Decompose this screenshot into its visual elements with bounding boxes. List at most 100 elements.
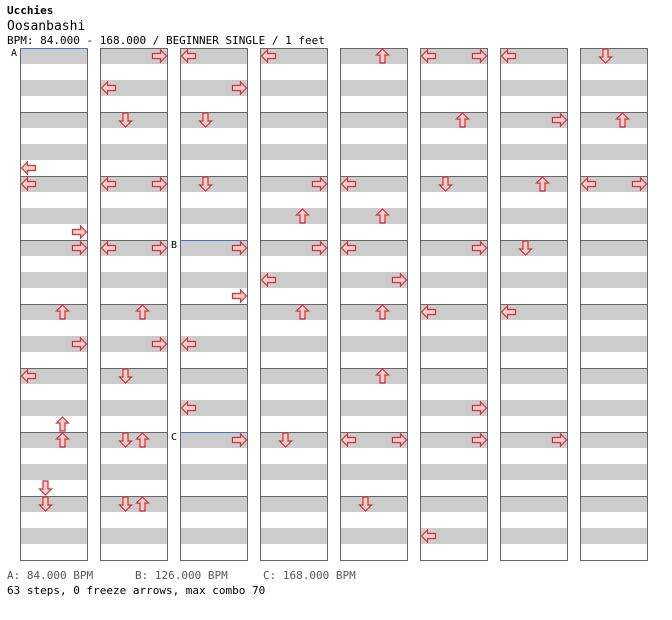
beat-stripe	[500, 272, 568, 288]
arrow-left-icon	[420, 48, 437, 64]
beat-stripe	[340, 176, 408, 192]
beat-stripe	[20, 400, 88, 416]
arrow-right-icon	[151, 176, 168, 192]
beat-stripe	[180, 208, 248, 224]
beat-stripe	[100, 304, 168, 320]
beat-stripe	[580, 112, 648, 128]
arrow-down-icon	[118, 368, 133, 384]
arrow-down-icon	[118, 496, 133, 512]
column-border	[580, 48, 648, 561]
beat-stripe	[100, 336, 168, 352]
beat-stripe	[340, 400, 408, 416]
beat-stripe	[340, 272, 408, 288]
arrow-down-icon	[38, 496, 53, 512]
beat-stripe	[180, 432, 248, 448]
arrow-down-icon	[118, 112, 133, 128]
arrow-left-icon	[340, 176, 357, 192]
beat-stripe	[100, 368, 168, 384]
arrow-down-icon	[518, 240, 533, 256]
beat-stripe	[100, 80, 168, 96]
arrow-right-icon	[231, 240, 248, 256]
beat-stripe	[20, 80, 88, 96]
arrow-left-icon	[420, 528, 437, 544]
beat-stripe	[420, 272, 488, 288]
arrow-up-icon	[375, 304, 390, 320]
arrow-left-icon	[500, 304, 517, 320]
beat-stripe	[580, 432, 648, 448]
beat-stripe	[580, 304, 648, 320]
arrow-up-icon	[135, 496, 150, 512]
beat-stripe	[580, 336, 648, 352]
arrow-right-icon	[471, 48, 488, 64]
beat-stripe	[260, 144, 328, 160]
beat-stripe	[180, 528, 248, 544]
arrow-right-icon	[311, 176, 328, 192]
arrow-left-icon	[100, 176, 117, 192]
arrow-down-icon	[198, 176, 213, 192]
arrow-down-icon	[438, 176, 453, 192]
beat-stripe	[100, 272, 168, 288]
arrow-left-icon	[20, 160, 37, 176]
arrow-up-icon	[295, 304, 310, 320]
beat-stripe	[260, 528, 328, 544]
beat-stripe	[20, 48, 88, 64]
beat-stripe	[180, 496, 248, 512]
arrow-up-icon	[375, 368, 390, 384]
arrow-right-icon	[231, 288, 248, 304]
beat-stripe	[100, 144, 168, 160]
beat-stripe	[260, 240, 328, 256]
beat-stripe	[500, 432, 568, 448]
beat-stripe	[180, 240, 248, 256]
beat-stripe	[20, 112, 88, 128]
beat-stripe	[260, 304, 328, 320]
beat-stripe	[100, 528, 168, 544]
beat-stripe	[20, 432, 88, 448]
beat-stripe	[500, 48, 568, 64]
arrow-left-icon	[340, 432, 357, 448]
arrow-left-icon	[180, 48, 197, 64]
beat-stripe	[500, 112, 568, 128]
beat-stripe	[500, 240, 568, 256]
beat-stripe	[340, 336, 408, 352]
arrow-up-icon	[455, 112, 470, 128]
column-border	[500, 48, 568, 561]
arrow-left-icon	[180, 400, 197, 416]
beat-stripe	[260, 48, 328, 64]
beat-stripe	[420, 496, 488, 512]
beat-stripe	[420, 240, 488, 256]
beat-stripe	[420, 528, 488, 544]
beat-stripe	[100, 432, 168, 448]
arrow-left-icon	[580, 176, 597, 192]
beat-stripe	[260, 80, 328, 96]
beat-stripe	[580, 400, 648, 416]
beat-stripe	[420, 80, 488, 96]
beat-stripe	[580, 496, 648, 512]
beat-stripe	[420, 208, 488, 224]
beat-stripe	[180, 304, 248, 320]
beat-stripe	[180, 144, 248, 160]
beat-stripe	[100, 464, 168, 480]
column-border	[340, 48, 408, 561]
beat-stripe	[20, 176, 88, 192]
beat-stripe	[340, 304, 408, 320]
beat-stripe	[420, 432, 488, 448]
beat-stripe	[340, 432, 408, 448]
arrow-left-icon	[100, 80, 117, 96]
beat-stripe	[500, 528, 568, 544]
arrow-right-icon	[471, 240, 488, 256]
bpm-legend-c: C: 168.000 BPM	[263, 569, 356, 582]
arrow-left-icon	[340, 240, 357, 256]
arrow-down-icon	[598, 48, 613, 64]
beat-stripe	[500, 400, 568, 416]
beat-stripe	[340, 464, 408, 480]
beat-stripe	[180, 48, 248, 64]
beat-stripe	[580, 176, 648, 192]
beat-stripe	[500, 144, 568, 160]
beat-stripe	[500, 176, 568, 192]
beat-stripe	[340, 528, 408, 544]
arrow-right-icon	[151, 48, 168, 64]
beat-stripe	[340, 496, 408, 512]
beat-stripe	[580, 80, 648, 96]
beat-stripe	[100, 400, 168, 416]
arrow-left-icon	[260, 48, 277, 64]
